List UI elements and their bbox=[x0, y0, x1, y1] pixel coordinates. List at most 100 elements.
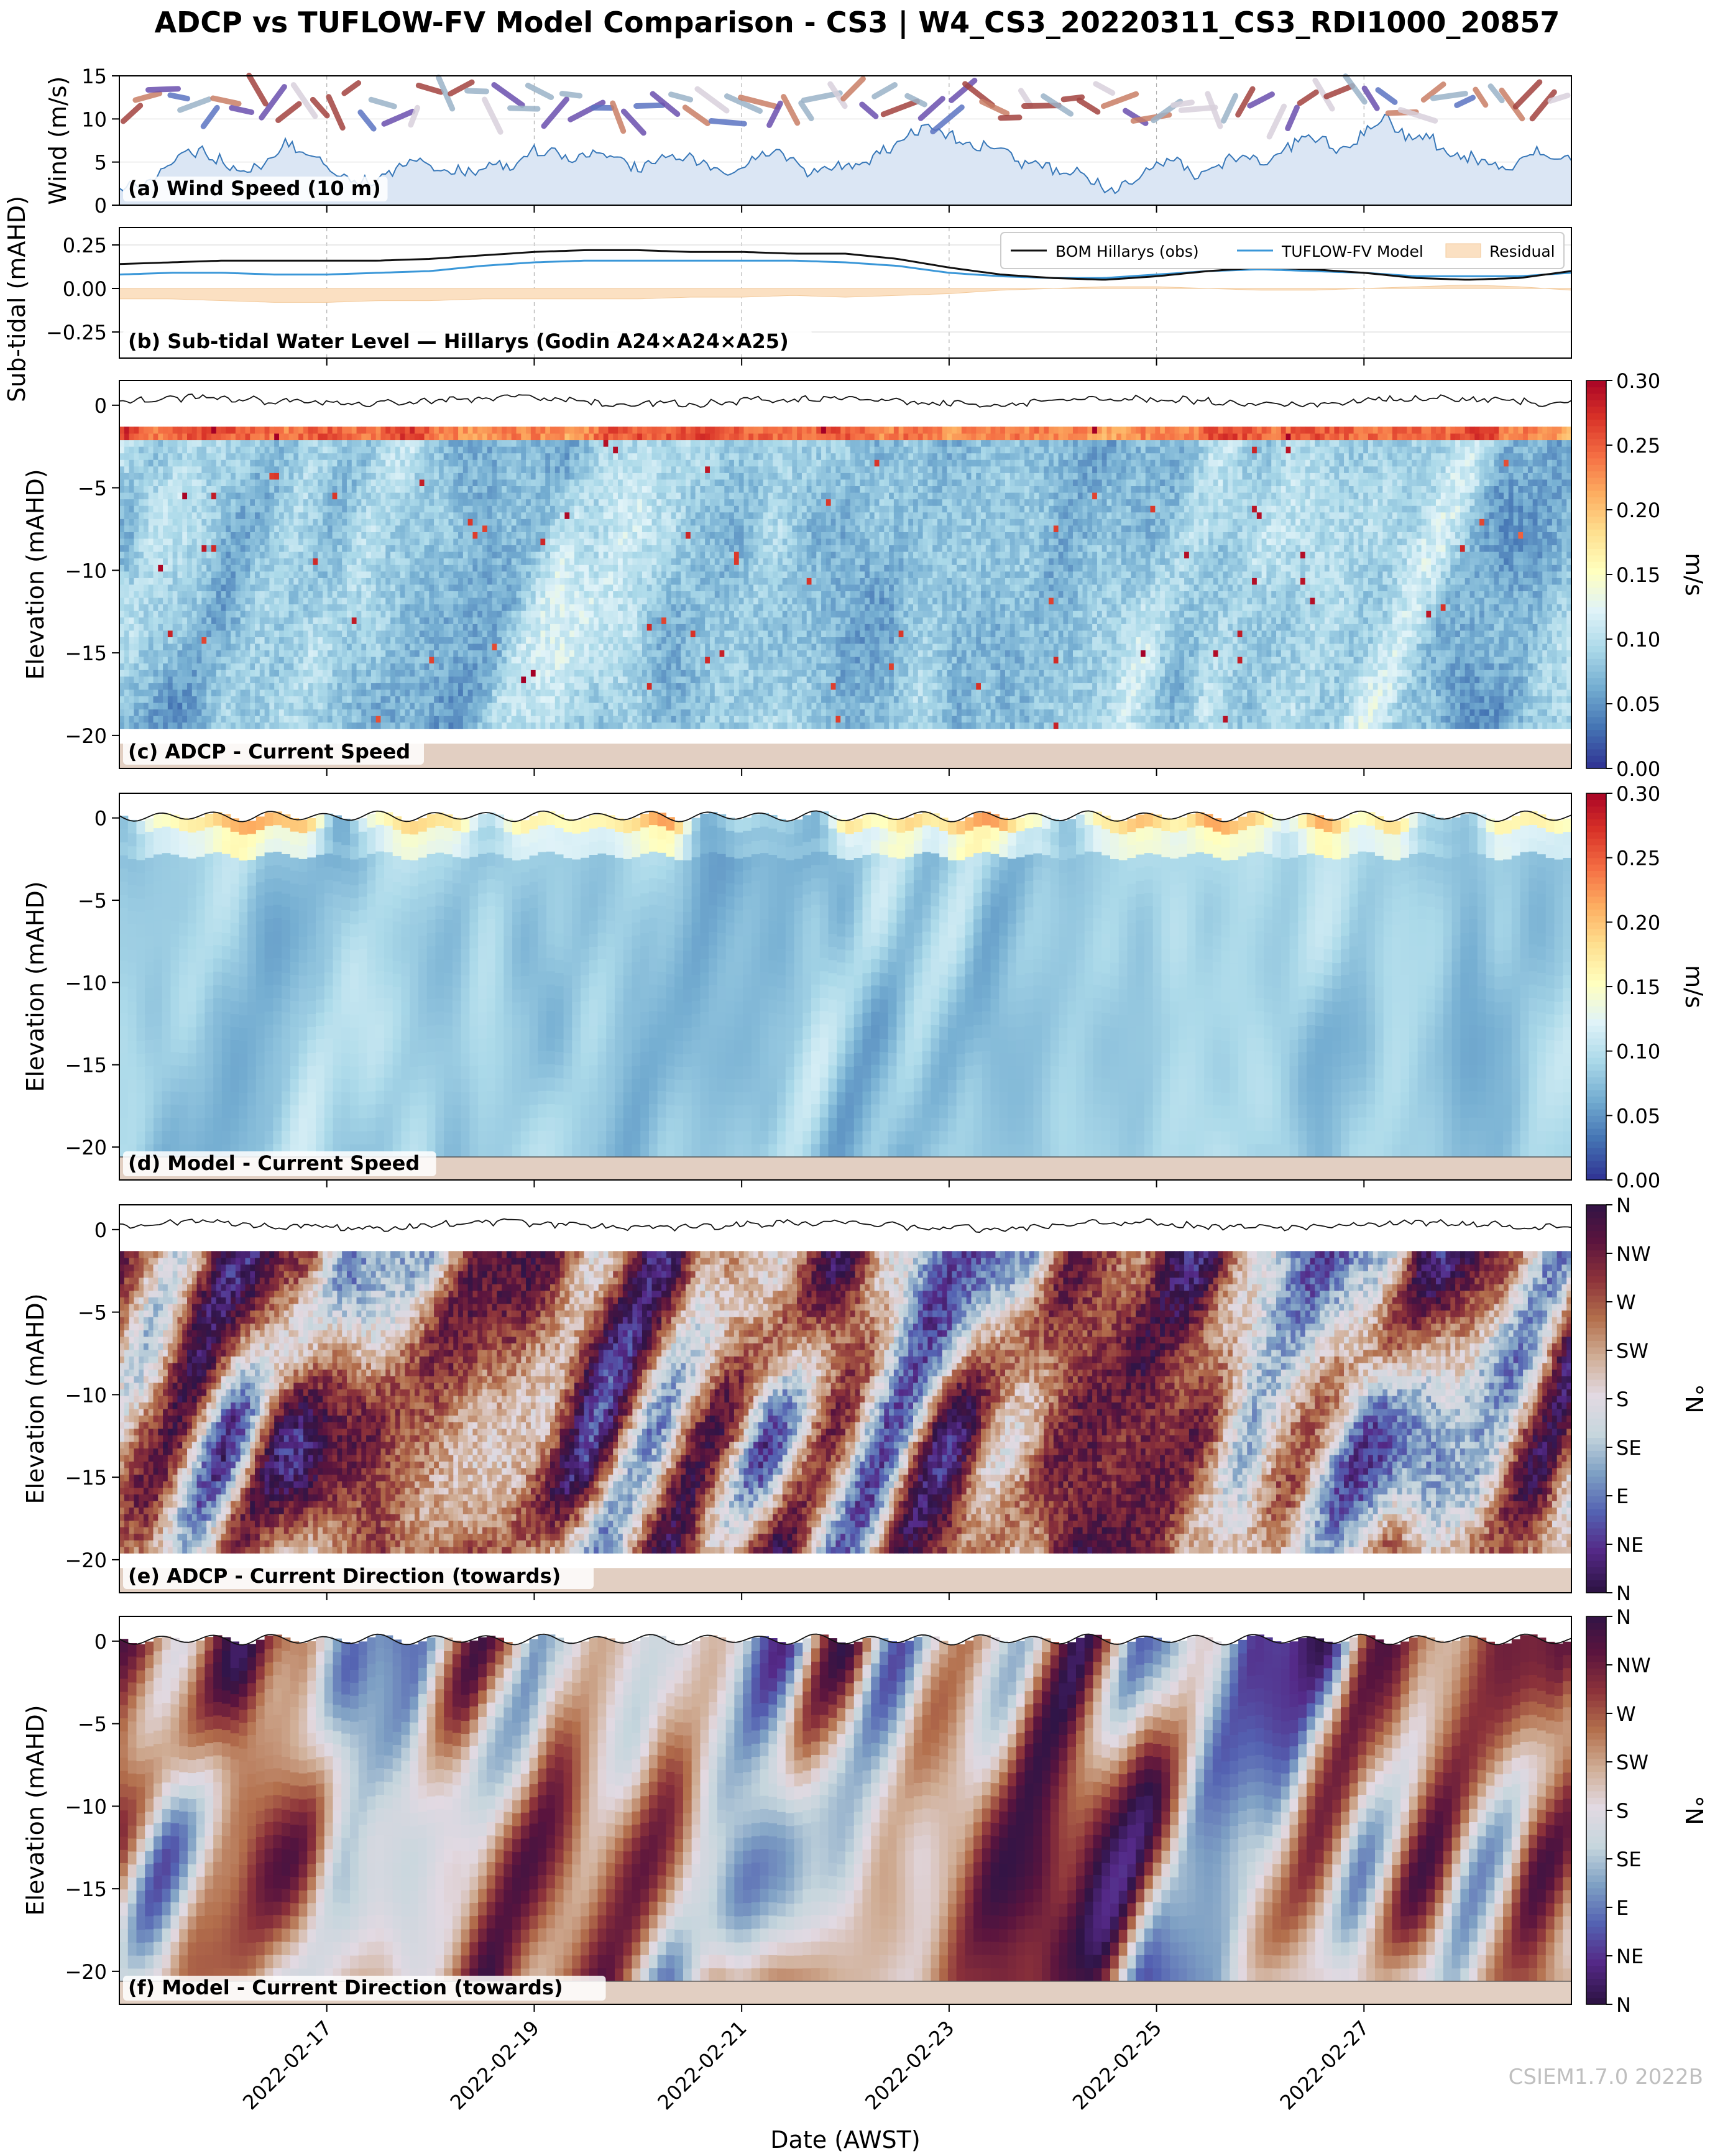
heatmap-cell bbox=[265, 637, 270, 643]
heatmap-cell bbox=[163, 499, 168, 506]
heatmap-cell bbox=[376, 656, 381, 663]
heatmap-cell bbox=[405, 453, 410, 460]
heatmap-cell bbox=[241, 532, 246, 538]
heatmap-cell bbox=[463, 499, 468, 506]
heatmap-cell bbox=[216, 716, 221, 722]
heatmap-cell bbox=[245, 722, 250, 729]
heatmap-cell bbox=[201, 492, 206, 499]
heatmap-cell bbox=[255, 459, 260, 466]
heatmap-cell bbox=[337, 472, 342, 479]
heatmap-cell bbox=[119, 716, 124, 722]
heatmap-cell bbox=[492, 558, 497, 565]
heatmap-cell bbox=[236, 466, 241, 473]
heatmap-cell bbox=[139, 446, 144, 453]
heatmap-cell bbox=[333, 683, 338, 689]
heatmap-cell bbox=[420, 604, 425, 611]
heatmap-cell bbox=[425, 683, 430, 689]
heatmap-cell bbox=[477, 703, 482, 709]
heatmap-cell bbox=[574, 591, 579, 597]
heatmap-cell bbox=[550, 643, 555, 650]
heatmap-cell bbox=[395, 676, 400, 683]
heatmap-cell bbox=[507, 709, 512, 716]
heatmap-cell bbox=[303, 433, 308, 440]
heatmap-cell bbox=[366, 637, 371, 643]
heatmap-cell bbox=[526, 545, 531, 551]
heatmap-cell bbox=[425, 538, 430, 545]
heatmap-cell bbox=[201, 597, 206, 604]
heatmap-cell bbox=[564, 630, 569, 637]
heatmap-cell bbox=[420, 637, 425, 643]
heatmap-cell bbox=[536, 499, 541, 506]
heatmap-cell bbox=[357, 459, 362, 466]
heatmap-cell bbox=[308, 446, 313, 453]
heatmap-cell bbox=[564, 505, 569, 512]
heatmap-cell bbox=[342, 637, 347, 643]
heatmap-cell bbox=[201, 532, 206, 538]
heatmap-cell bbox=[517, 591, 522, 597]
heatmap-cell bbox=[129, 722, 134, 729]
heatmap-cell bbox=[342, 426, 347, 433]
heatmap-cell bbox=[274, 617, 279, 624]
heatmap-cell bbox=[173, 676, 178, 683]
heatmap-cell bbox=[531, 525, 536, 532]
heatmap-cell bbox=[284, 703, 289, 709]
heatmap-cell bbox=[410, 591, 415, 597]
heatmap-cell bbox=[168, 571, 173, 578]
heatmap-cell bbox=[124, 459, 129, 466]
heatmap-cell bbox=[303, 564, 308, 571]
heatmap-cell bbox=[231, 453, 236, 460]
heatmap-cell bbox=[352, 584, 357, 591]
heatmap-cell bbox=[420, 564, 425, 571]
heatmap-cell bbox=[260, 597, 265, 604]
heatmap-cell bbox=[347, 453, 352, 460]
heatmap-cell bbox=[216, 617, 221, 624]
heatmap-cell bbox=[507, 426, 512, 433]
heatmap-cell bbox=[385, 656, 390, 663]
heatmap-cell bbox=[521, 670, 526, 676]
heatmap-cell bbox=[429, 597, 434, 604]
heatmap-cell bbox=[564, 459, 569, 466]
heatmap-cell bbox=[134, 551, 139, 558]
heatmap-cell bbox=[177, 709, 182, 716]
heatmap-cell bbox=[260, 683, 265, 689]
heatmap-cell bbox=[564, 499, 569, 506]
heatmap-cell bbox=[323, 624, 328, 630]
heatmap-cell bbox=[182, 479, 187, 486]
heatmap-cell bbox=[390, 433, 395, 440]
heatmap-cell bbox=[279, 656, 284, 663]
heatmap-cell bbox=[293, 584, 298, 591]
heatmap-cell bbox=[521, 650, 526, 657]
heatmap-cell bbox=[245, 591, 250, 597]
heatmap-cell bbox=[468, 709, 473, 716]
heatmap-cell bbox=[380, 716, 385, 722]
heatmap-cell bbox=[265, 440, 270, 446]
heatmap-cell bbox=[333, 466, 338, 473]
heatmap-cell bbox=[502, 466, 507, 473]
heatmap-cell bbox=[206, 722, 211, 729]
heatmap-cell bbox=[173, 472, 178, 479]
heatmap-cell bbox=[405, 597, 410, 604]
heatmap-cell bbox=[429, 670, 434, 676]
heatmap-cell bbox=[526, 703, 531, 709]
heatmap-cell bbox=[313, 472, 318, 479]
heatmap-cell bbox=[221, 716, 226, 722]
heatmap-cell bbox=[420, 696, 425, 703]
heatmap-cell bbox=[395, 538, 400, 545]
heatmap-cell bbox=[313, 676, 318, 683]
heatmap-cell bbox=[124, 505, 129, 512]
heatmap-cell bbox=[308, 512, 313, 519]
heatmap-cell bbox=[536, 716, 541, 722]
heatmap-cell bbox=[400, 538, 405, 545]
heatmap-cell bbox=[507, 525, 512, 532]
heatmap-cell bbox=[390, 440, 395, 446]
heatmap-cell bbox=[487, 689, 492, 696]
heatmap-cell bbox=[197, 518, 202, 525]
heatmap-cell bbox=[550, 518, 555, 525]
heatmap-cell bbox=[124, 656, 129, 663]
heatmap-cell bbox=[192, 624, 197, 630]
heatmap-cell bbox=[177, 564, 182, 571]
heatmap-cell bbox=[216, 479, 221, 486]
heatmap-cell bbox=[284, 472, 289, 479]
heatmap-cell bbox=[536, 512, 541, 519]
heatmap-cell bbox=[255, 650, 260, 657]
